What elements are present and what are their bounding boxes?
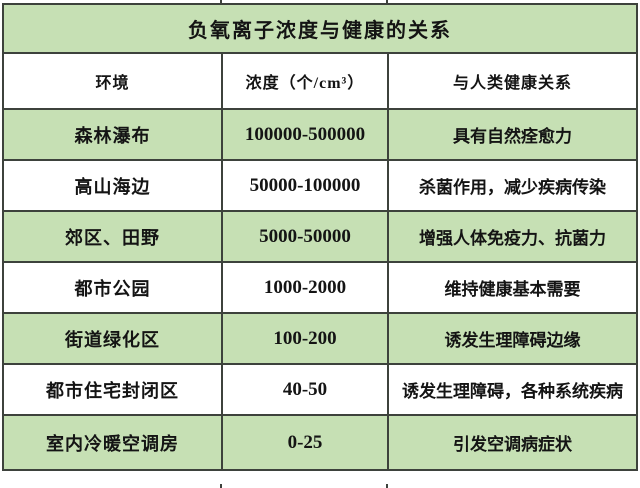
env-cell: 都市住宅封闭区 [2,363,223,416]
health-cell: 诱发生理障碍，各种系统疾病 [386,363,639,416]
column-header-concentration: 浓度（个/cm³） [221,52,389,110]
health-cell: 增强人体免疫力、抗菌力 [386,210,639,263]
column-header-environment: 环境 [2,52,223,110]
env-cell: 都市公园 [2,261,223,314]
table-row: 室内冷暖空调房 0-25 引发空调病症状 [2,414,639,471]
health-cell: 维持健康基本需要 [386,261,639,314]
table-row: 高山海边 50000-100000 杀菌作用，减少疾病传染 [2,159,639,212]
cropped-row-border-tick [220,484,222,488]
concentration-cell: 40-50 [221,363,389,416]
concentration-cell: 100000-500000 [221,108,389,161]
env-cell: 街道绿化区 [2,312,223,365]
concentration-cell: 1000-2000 [221,261,389,314]
table-row: 郊区、田野 5000-50000 增强人体免疫力、抗菌力 [2,210,639,263]
table-row: 都市住宅封闭区 40-50 诱发生理障碍，各种系统疾病 [2,363,639,416]
cropped-row-border-tick [386,0,388,3]
table-row: 森林瀑布 100000-500000 具有自然痊愈力 [2,108,639,161]
cropped-row-border-tick [220,0,222,3]
table-header-row: 环境 浓度（个/cm³） 与人类健康关系 [2,52,639,110]
table-row: 都市公园 1000-2000 维持健康基本需要 [2,261,639,314]
column-header-health: 与人类健康关系 [386,52,639,110]
table-row: 街道绿化区 100-200 诱发生理障碍边缘 [2,312,639,365]
table-title-row: 负氧离子浓度与健康的关系 [1,3,639,54]
concentration-cell: 0-25 [221,414,389,471]
ion-concentration-health-table: 负氧离子浓度与健康的关系 环境 浓度（个/cm³） 与人类健康关系 森林瀑布 1… [1,3,639,471]
health-cell: 引发空调病症状 [386,414,639,471]
concentration-cell: 50000-100000 [221,159,389,212]
health-cell: 杀菌作用，减少疾病传染 [386,159,639,212]
concentration-cell: 5000-50000 [221,210,389,263]
env-cell: 森林瀑布 [2,108,223,161]
health-cell: 诱发生理障碍边缘 [386,312,639,365]
table-title: 负氧离子浓度与健康的关系 [1,3,639,54]
env-cell: 郊区、田野 [2,210,223,263]
health-cell: 具有自然痊愈力 [386,108,639,161]
concentration-cell: 100-200 [221,312,389,365]
env-cell: 室内冷暖空调房 [2,414,223,471]
env-cell: 高山海边 [2,159,223,212]
cropped-row-border-tick [386,484,388,488]
